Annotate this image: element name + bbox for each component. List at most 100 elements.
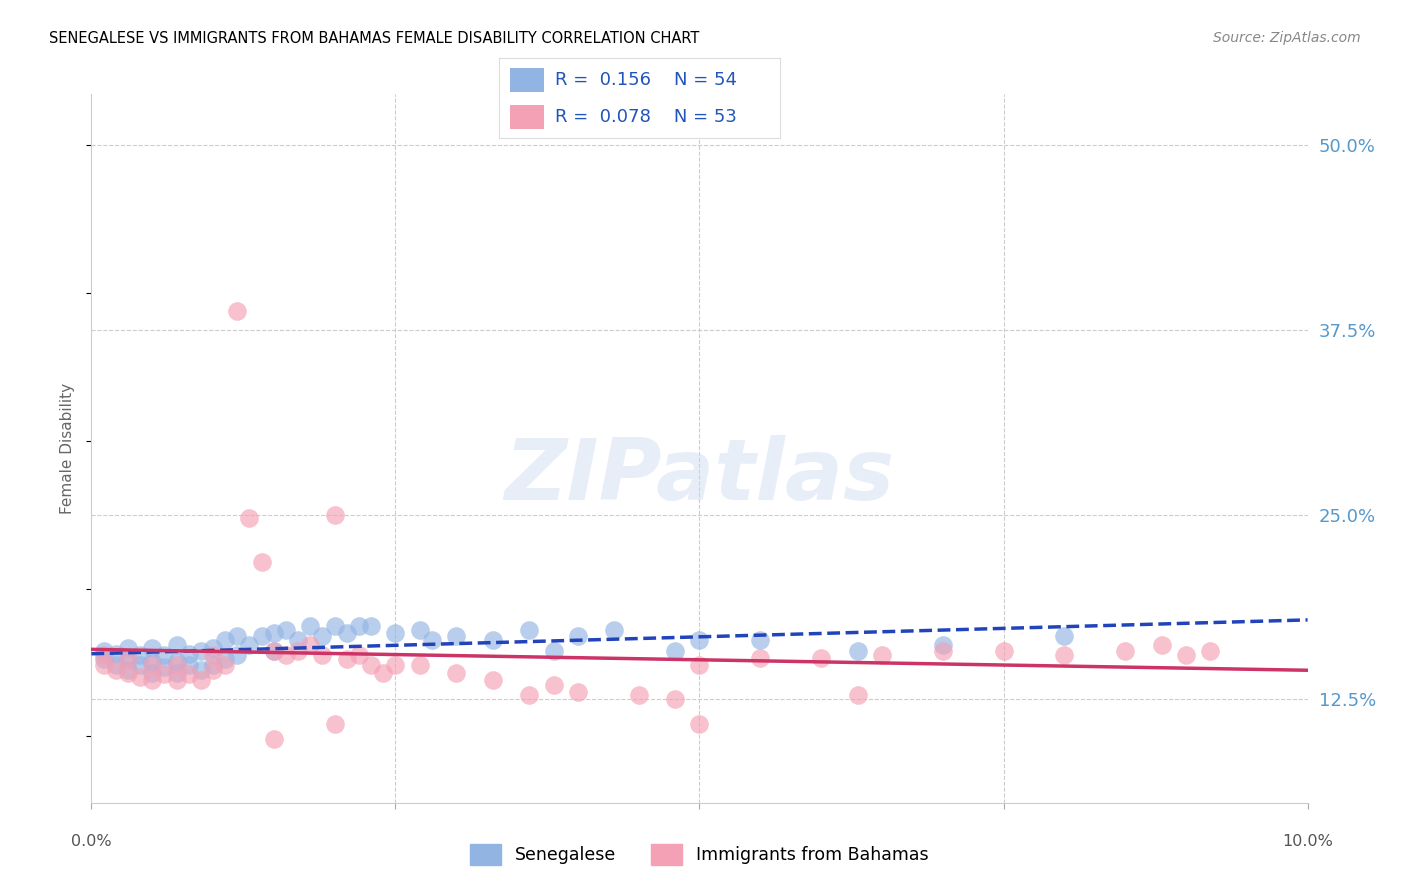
Point	[177, 658, 200, 673]
Point	[749, 651, 772, 665]
Point	[299, 638, 322, 652]
Point	[870, 648, 893, 662]
Point	[104, 658, 127, 673]
Point	[1150, 638, 1173, 652]
Point	[810, 651, 832, 665]
Point	[141, 640, 163, 655]
Point	[250, 629, 273, 643]
Point	[323, 717, 346, 731]
Point	[104, 663, 127, 677]
Point	[846, 688, 869, 702]
Point	[263, 732, 285, 747]
Point	[336, 652, 359, 666]
Point	[226, 629, 249, 643]
Point	[287, 643, 309, 657]
Point	[299, 618, 322, 632]
Point	[93, 648, 115, 662]
Point	[481, 633, 503, 648]
Text: SENEGALESE VS IMMIGRANTS FROM BAHAMAS FEMALE DISABILITY CORRELATION CHART: SENEGALESE VS IMMIGRANTS FROM BAHAMAS FE…	[49, 31, 700, 46]
Point	[202, 663, 225, 677]
Point	[373, 665, 395, 680]
Point	[543, 643, 565, 657]
FancyBboxPatch shape	[510, 68, 544, 92]
Point	[311, 648, 333, 662]
Point	[846, 643, 869, 657]
Point	[749, 633, 772, 648]
Point	[274, 623, 297, 637]
Point	[166, 638, 188, 652]
Legend: Senegalese, Immigrants from Bahamas: Senegalese, Immigrants from Bahamas	[463, 837, 936, 872]
Point	[129, 670, 152, 684]
Point	[311, 629, 333, 643]
Point	[153, 667, 176, 681]
Point	[263, 626, 285, 640]
Point	[129, 658, 152, 673]
FancyBboxPatch shape	[510, 104, 544, 128]
Point	[274, 648, 297, 662]
Point	[141, 656, 163, 670]
Point	[567, 685, 589, 699]
Point	[444, 665, 467, 680]
Point	[238, 638, 260, 652]
Point	[263, 643, 285, 657]
Point	[214, 633, 236, 648]
Point	[202, 640, 225, 655]
Point	[384, 658, 406, 673]
Point	[93, 658, 115, 673]
Point	[627, 688, 650, 702]
Point	[360, 658, 382, 673]
Point	[517, 688, 540, 702]
Point	[166, 656, 188, 670]
Point	[190, 673, 212, 688]
Point	[517, 623, 540, 637]
Text: R =  0.156    N = 54: R = 0.156 N = 54	[555, 70, 737, 88]
Point	[1053, 629, 1076, 643]
Point	[567, 629, 589, 643]
Point	[1053, 648, 1076, 662]
Point	[664, 692, 686, 706]
Point	[177, 667, 200, 681]
Point	[117, 665, 139, 680]
Point	[202, 648, 225, 662]
Point	[202, 658, 225, 673]
Point	[166, 673, 188, 688]
Point	[153, 648, 176, 662]
Point	[177, 647, 200, 661]
Point	[153, 660, 176, 674]
Point	[688, 633, 710, 648]
Point	[226, 648, 249, 662]
Point	[664, 643, 686, 657]
Point	[238, 510, 260, 524]
Point	[336, 626, 359, 640]
Point	[166, 658, 188, 673]
Point	[93, 643, 115, 657]
Text: ZIPatlas: ZIPatlas	[505, 435, 894, 518]
Point	[250, 555, 273, 569]
Point	[141, 673, 163, 688]
Point	[263, 643, 285, 657]
Point	[409, 658, 432, 673]
Point	[931, 643, 953, 657]
Point	[993, 643, 1015, 657]
Point	[347, 648, 370, 662]
Point	[323, 508, 346, 522]
Point	[931, 638, 953, 652]
Point	[543, 678, 565, 692]
Point	[1114, 643, 1136, 657]
Point	[117, 663, 139, 677]
Point	[1199, 643, 1222, 657]
Point	[190, 643, 212, 657]
Point	[688, 717, 710, 731]
Point	[323, 618, 346, 632]
Text: R =  0.078    N = 53: R = 0.078 N = 53	[555, 108, 737, 126]
Y-axis label: Female Disability: Female Disability	[60, 383, 76, 514]
Text: 10.0%: 10.0%	[1282, 834, 1333, 849]
Point	[117, 652, 139, 666]
Text: 0.0%: 0.0%	[72, 834, 111, 849]
Point	[214, 658, 236, 673]
Point	[166, 665, 188, 680]
Point	[93, 652, 115, 666]
Point	[360, 618, 382, 632]
Point	[409, 623, 432, 637]
Point	[1174, 648, 1197, 662]
